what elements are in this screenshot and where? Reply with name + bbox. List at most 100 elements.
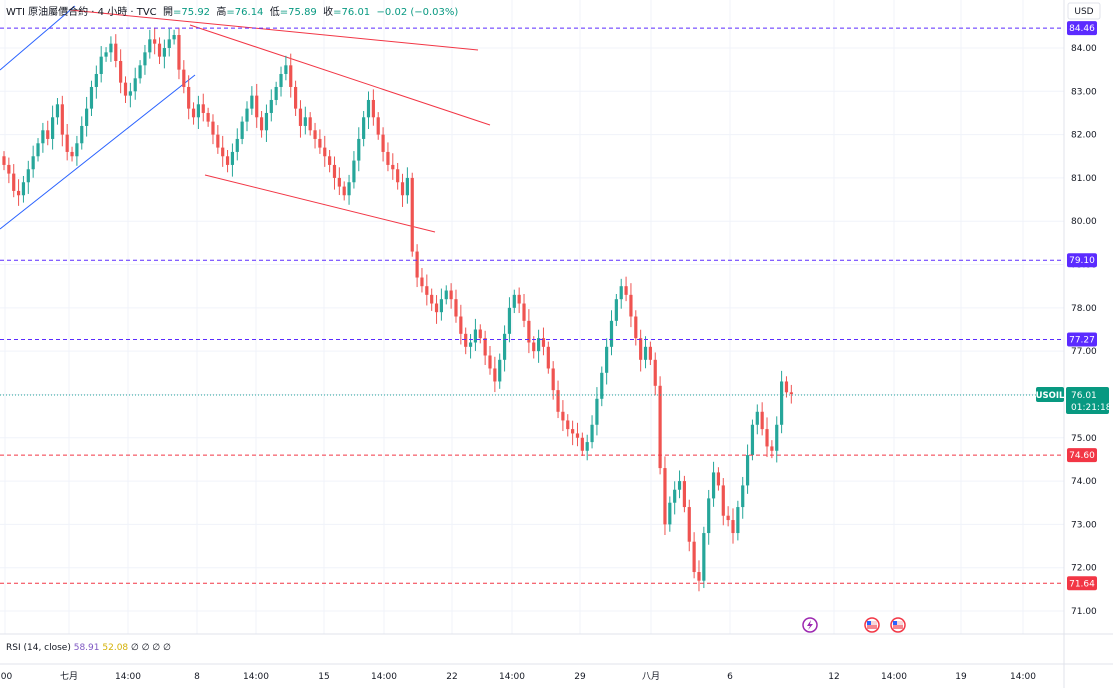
x-tick-label: 14:00 <box>371 672 397 682</box>
candle-body <box>697 572 701 581</box>
candle-body <box>196 104 200 118</box>
candle-body <box>556 390 560 412</box>
candle-body <box>711 472 716 499</box>
candle-body <box>571 429 575 434</box>
candle-body <box>36 143 40 157</box>
candle-body <box>85 108 89 126</box>
candle-body <box>629 294 633 317</box>
symbol-tag-text: USOIL <box>1036 391 1065 401</box>
candle-body <box>789 392 793 395</box>
candle-body <box>537 338 541 352</box>
price-level-tag <box>1067 576 1097 591</box>
candle-body <box>221 147 225 157</box>
candle-body <box>201 104 205 113</box>
y-tick-label: 82.00 <box>1071 131 1097 141</box>
candle-body <box>741 485 745 508</box>
candle-body <box>235 138 239 152</box>
close-label: 收 <box>323 7 334 18</box>
event-flag-us-icon-2[interactable] <box>890 617 906 633</box>
y-tick-label: 71.00 <box>1071 607 1097 617</box>
candle-body <box>478 329 482 339</box>
close-value: =76.01 <box>333 7 371 18</box>
price-level-label: 84.46 <box>1069 24 1095 34</box>
candle-body <box>172 35 176 40</box>
candle-body <box>624 286 628 295</box>
candle-body <box>410 177 414 252</box>
candle-body <box>182 69 186 87</box>
candle-body <box>566 420 570 430</box>
symbol-name[interactable]: WTI 原油屬價合約 · 4 小時 · TVC <box>6 7 157 18</box>
candle-body <box>337 177 341 187</box>
candle-body <box>648 346 652 360</box>
y-tick-label: 80.00 <box>1071 217 1097 227</box>
candle-body <box>590 424 594 443</box>
candle-body <box>498 359 502 382</box>
candle-body <box>605 346 609 373</box>
rsi-legend[interactable]: RSI (14, close) 58.91 52.08 ∅ ∅ ∅ ∅ <box>6 643 171 653</box>
x-tick-label: 八月 <box>642 671 660 682</box>
x-tick-label: 14:00 <box>115 672 141 682</box>
symbol-tag <box>1036 387 1064 402</box>
y-tick-label: 75.00 <box>1071 434 1097 444</box>
candle-body <box>541 338 546 347</box>
candle-body <box>682 481 686 508</box>
candle-body <box>104 52 108 57</box>
high-value: =76.14 <box>226 7 264 18</box>
candle-body <box>323 147 327 157</box>
candle-body <box>449 290 453 300</box>
candle-body <box>614 299 618 321</box>
candle-body <box>663 468 667 525</box>
candle-body <box>653 359 657 386</box>
candle-body <box>362 117 366 139</box>
candle-body <box>366 99 371 118</box>
candle-body <box>148 39 152 53</box>
candle-body <box>585 442 589 451</box>
candle-body <box>153 39 157 44</box>
event-lightning-icon[interactable] <box>802 617 818 633</box>
x-tick-label: 12 <box>828 672 839 682</box>
candle-body <box>765 429 769 447</box>
change-value: −0.02 (−0.03%) <box>376 7 459 18</box>
candle-body <box>371 99 375 118</box>
y-tick-label: 77.00 <box>1071 347 1097 357</box>
candle-body <box>561 411 565 421</box>
candle-body <box>780 381 784 425</box>
event-flag-us-icon[interactable] <box>864 617 880 633</box>
candle-body <box>332 164 337 178</box>
candle-body <box>609 320 614 347</box>
candle-body <box>726 515 730 521</box>
open-label: 開 <box>163 7 174 18</box>
candle-body <box>206 112 210 122</box>
candle-body <box>269 99 273 113</box>
candle-body <box>527 320 531 343</box>
candle-body <box>308 117 312 131</box>
candle-body <box>245 108 249 122</box>
candle-body <box>532 342 536 352</box>
open-value: =75.92 <box>173 7 211 18</box>
price-level-label: 79.10 <box>1069 256 1095 266</box>
candle-body <box>16 190 21 196</box>
candle-body <box>99 56 103 74</box>
candle-body <box>483 338 487 356</box>
candle-body <box>459 316 463 334</box>
candle-body <box>191 108 196 118</box>
x-tick-label: 14:00 <box>499 672 525 682</box>
candle-body <box>313 130 317 139</box>
candle-body <box>673 489 677 503</box>
candle-body <box>716 472 721 486</box>
candle-body <box>512 294 516 308</box>
candle-body <box>187 86 191 109</box>
candle-body <box>775 424 779 451</box>
candle-body <box>760 411 764 430</box>
descending-channel-upper <box>189 24 491 126</box>
price-level-label: 74.60 <box>1069 451 1095 461</box>
candle-body <box>123 82 128 96</box>
currency-label[interactable]: USD <box>1074 7 1093 17</box>
candle-body <box>619 286 623 300</box>
candle-body <box>639 338 643 360</box>
candle-body <box>2 156 6 165</box>
candle-body <box>89 86 94 109</box>
x-tick-label: 6 <box>727 672 733 682</box>
ascending-channel-upper <box>0 5 76 71</box>
